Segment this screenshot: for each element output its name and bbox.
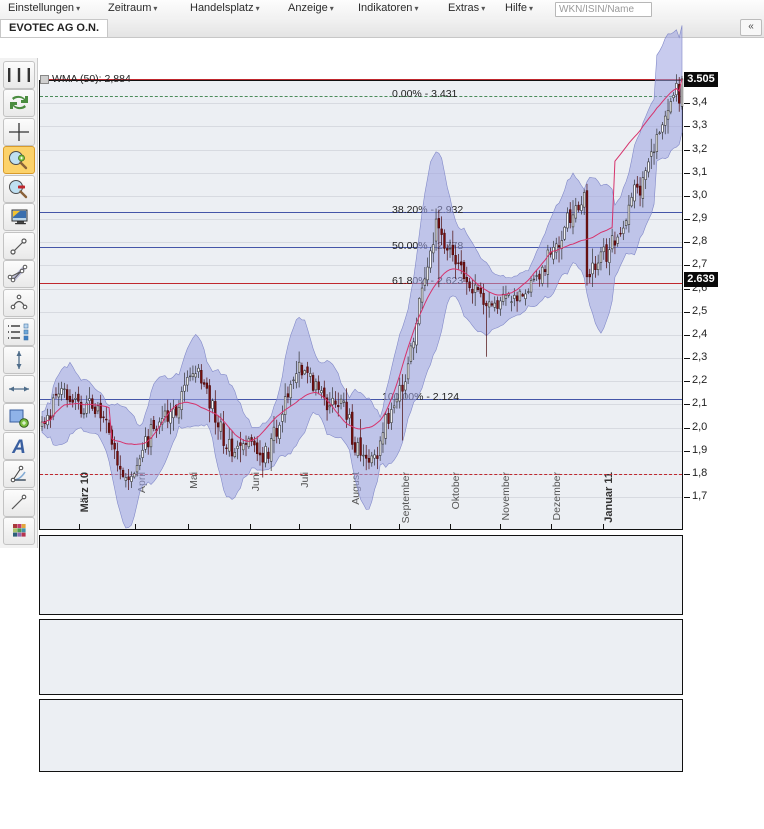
svg-text:A: A bbox=[11, 437, 26, 458]
